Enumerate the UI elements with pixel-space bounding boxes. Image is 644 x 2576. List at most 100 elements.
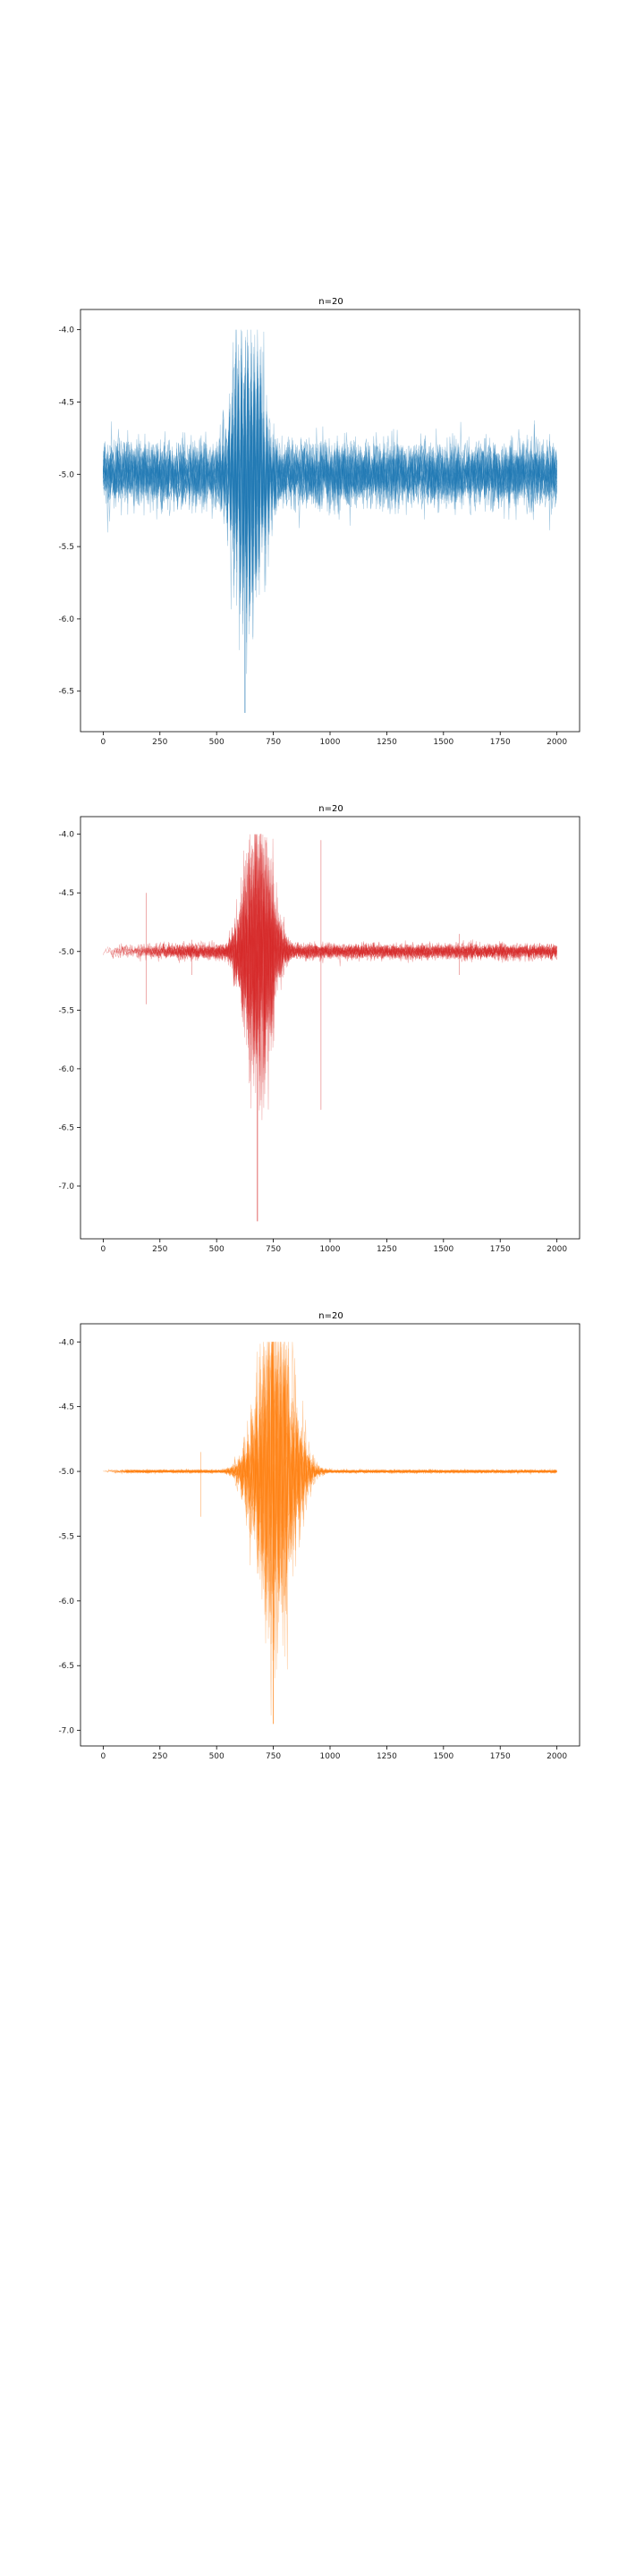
chart-2-series-16-line xyxy=(171,834,557,1083)
chart-2-x-tick-label-3: 500 xyxy=(209,1245,225,1254)
chart-2-x-tick-label-5: 1000 xyxy=(320,1245,341,1254)
chart-2-y-tick-label-1: -4.0 xyxy=(58,831,74,840)
chart-1-x-ticks: 0 250 500 750 1000 1250 1500 1750 2000 xyxy=(100,732,567,747)
chart-3-series-1-line xyxy=(103,1360,557,1679)
chart-3-series-7-line xyxy=(116,1341,557,1654)
chart-2-x-tick-label-1: 0 xyxy=(100,1245,106,1254)
chart-1-series-18-line xyxy=(103,331,557,650)
chart-2-x-tick-label-2: 250 xyxy=(152,1245,167,1254)
chart-1-series-16-line xyxy=(103,329,557,614)
chart-3-y-tick-label-1: -4.0 xyxy=(58,1338,74,1347)
chart-1-series-15-line xyxy=(103,363,557,552)
chart-3-series-19-line xyxy=(125,1342,557,1591)
chart-1-series-12-line xyxy=(103,354,557,606)
chart-1-series-11-line xyxy=(103,329,557,579)
chart-3-series-group xyxy=(103,1341,557,1724)
chart-3-series-17-line xyxy=(125,1342,557,1615)
chart-2-x-tick-label-6: 1250 xyxy=(377,1245,397,1254)
chart-3-series-20-line xyxy=(125,1356,557,1644)
chart-2-x-ticks: 0 250 500 750 1000 1250 1500 1750 2000 xyxy=(100,1239,567,1254)
chart-2-y-ticks: -4.0 -4.5 -5.0 -5.5 -6.0 -6.5 -7.0 xyxy=(58,831,80,1191)
chart-1-y-tick-label-6: -6.5 xyxy=(58,688,74,697)
chart-3-series-9-line xyxy=(121,1355,557,1670)
chart-2-series-19-line xyxy=(184,834,557,1055)
chart-3-x-tick-label-1: 0 xyxy=(100,1752,106,1761)
chart-2-series-9-line xyxy=(139,837,557,1087)
chart-1-series-10-line xyxy=(103,329,557,674)
chart-3: n=20 0 250 500 750 1000 1250 1500 1750 2000 -4.0… xyxy=(58,1311,580,1761)
chart-2-series-5-line xyxy=(121,835,557,1084)
chart-2-series-2-line xyxy=(107,855,557,1041)
chart-2-series-10-line xyxy=(143,841,557,1121)
chart-3-x-tick-label-3: 500 xyxy=(209,1752,225,1761)
chart-2-series-18-line xyxy=(180,834,557,1095)
chart-3-series-11-line xyxy=(125,1355,557,1628)
chart-2-series-7-line xyxy=(130,842,557,1110)
chart-3-series-16-line xyxy=(125,1367,557,1657)
chart-1-series-3-line xyxy=(103,351,557,643)
chart-2-series-4-line xyxy=(116,843,557,1076)
chart-3-series-8-line xyxy=(119,1342,557,1574)
chart-1-series-14-line xyxy=(103,331,557,617)
chart-3-series-5-line xyxy=(112,1342,557,1670)
chart-2-series-13-line xyxy=(157,834,557,1039)
chart-3-y-tick-label-7: -7.0 xyxy=(58,1727,74,1736)
chart-3-series-4-line xyxy=(110,1342,557,1623)
chart-1-x-tick-label-7: 1500 xyxy=(433,738,453,747)
chart-2-x-tick-label-8: 1750 xyxy=(490,1245,511,1254)
chart-2-y-tick-label-3: -5.0 xyxy=(58,948,74,957)
chart-2-series-14-line xyxy=(162,834,557,1050)
chart-1-series-13-line xyxy=(103,342,557,592)
chart-1-x-tick-label-8: 1750 xyxy=(490,738,511,747)
chart-1-series-19-line xyxy=(103,358,557,606)
chart-1-series-17-line xyxy=(103,356,557,573)
chart-1-y-ticks: -4.0 -4.5 -5.0 -5.5 -6.0 -6.5 xyxy=(58,326,80,697)
chart-3-y-tick-label-5: -6.0 xyxy=(58,1597,74,1606)
chart-1-y-tick-label-5: -6.0 xyxy=(58,615,74,624)
chart-3-series-10-line xyxy=(123,1354,557,1613)
chart-3-y-tick-label-3: -5.0 xyxy=(58,1468,74,1477)
chart-3-series-2-line xyxy=(105,1342,557,1650)
chart-1-x-tick-label-5: 1000 xyxy=(320,738,341,747)
chart-2-series-3-line xyxy=(112,834,557,1101)
chart-3-y-tick-label-4: -5.5 xyxy=(58,1532,74,1541)
chart-1-x-tick-label-9: 2000 xyxy=(547,738,567,747)
chart-3-x-tick-label-6: 1250 xyxy=(377,1752,397,1761)
chart-2-y-tick-label-5: -6.0 xyxy=(58,1065,74,1074)
chart-2-series-8-line xyxy=(134,834,557,1109)
chart-1-series-6-line xyxy=(103,371,557,597)
chart-1-series-9-line xyxy=(103,344,557,635)
chart-2-series-15-line xyxy=(166,834,557,1108)
chart-3-y-tick-label-2: -4.5 xyxy=(58,1403,74,1412)
chart-1-title: n=20 xyxy=(318,297,343,307)
chart-1-series-8-line xyxy=(103,340,557,638)
chart-3-x-tick-label-4: 750 xyxy=(266,1752,281,1761)
chart-3-y-tick-label-6: -6.5 xyxy=(58,1662,74,1671)
chart-3-series-18-line xyxy=(125,1342,557,1661)
chart-1: n=20 0 250 500 750 1000 1250 1500 1750 2000 -4.0… xyxy=(58,297,580,747)
chart-2: n=20 0 250 500 750 1000 1250 1500 1750 2000 -4.0… xyxy=(58,804,580,1254)
chart-2-y-tick-label-6: -6.5 xyxy=(58,1123,74,1132)
chart-3-title: n=20 xyxy=(318,1311,343,1321)
chart-1-series-group xyxy=(103,329,557,713)
chart-3-series-14-line xyxy=(125,1342,557,1646)
chart-2-y-tick-label-7: -7.0 xyxy=(58,1182,74,1191)
chart-2-title: n=20 xyxy=(318,804,343,814)
chart-1-series-1-line xyxy=(103,349,557,635)
chart-1-y-tick-label-1: -4.0 xyxy=(58,326,74,335)
chart-2-series-group xyxy=(103,834,557,1222)
chart-2-series-20-line xyxy=(189,834,557,1106)
chart-3-series-3-line xyxy=(107,1342,557,1599)
chart-3-y-ticks: -4.0 -4.5 -5.0 -5.5 -6.0 -6.5 -7.0 xyxy=(58,1338,80,1736)
chart-1-y-tick-label-2: -4.5 xyxy=(58,398,74,407)
chart-1-series-20-line xyxy=(103,335,557,598)
chart-2-series-11-line xyxy=(148,852,557,1034)
chart-2-series-17-line xyxy=(175,834,557,1094)
chart-3-series-13-line xyxy=(125,1342,557,1645)
chart-3-x-tick-label-2: 250 xyxy=(152,1752,167,1761)
chart-2-x-tick-label-7: 1500 xyxy=(433,1245,453,1254)
chart-1-x-tick-label-6: 1250 xyxy=(377,738,397,747)
chart-3-x-tick-label-9: 2000 xyxy=(547,1752,567,1761)
chart-3-x-tick-label-7: 1500 xyxy=(433,1752,453,1761)
